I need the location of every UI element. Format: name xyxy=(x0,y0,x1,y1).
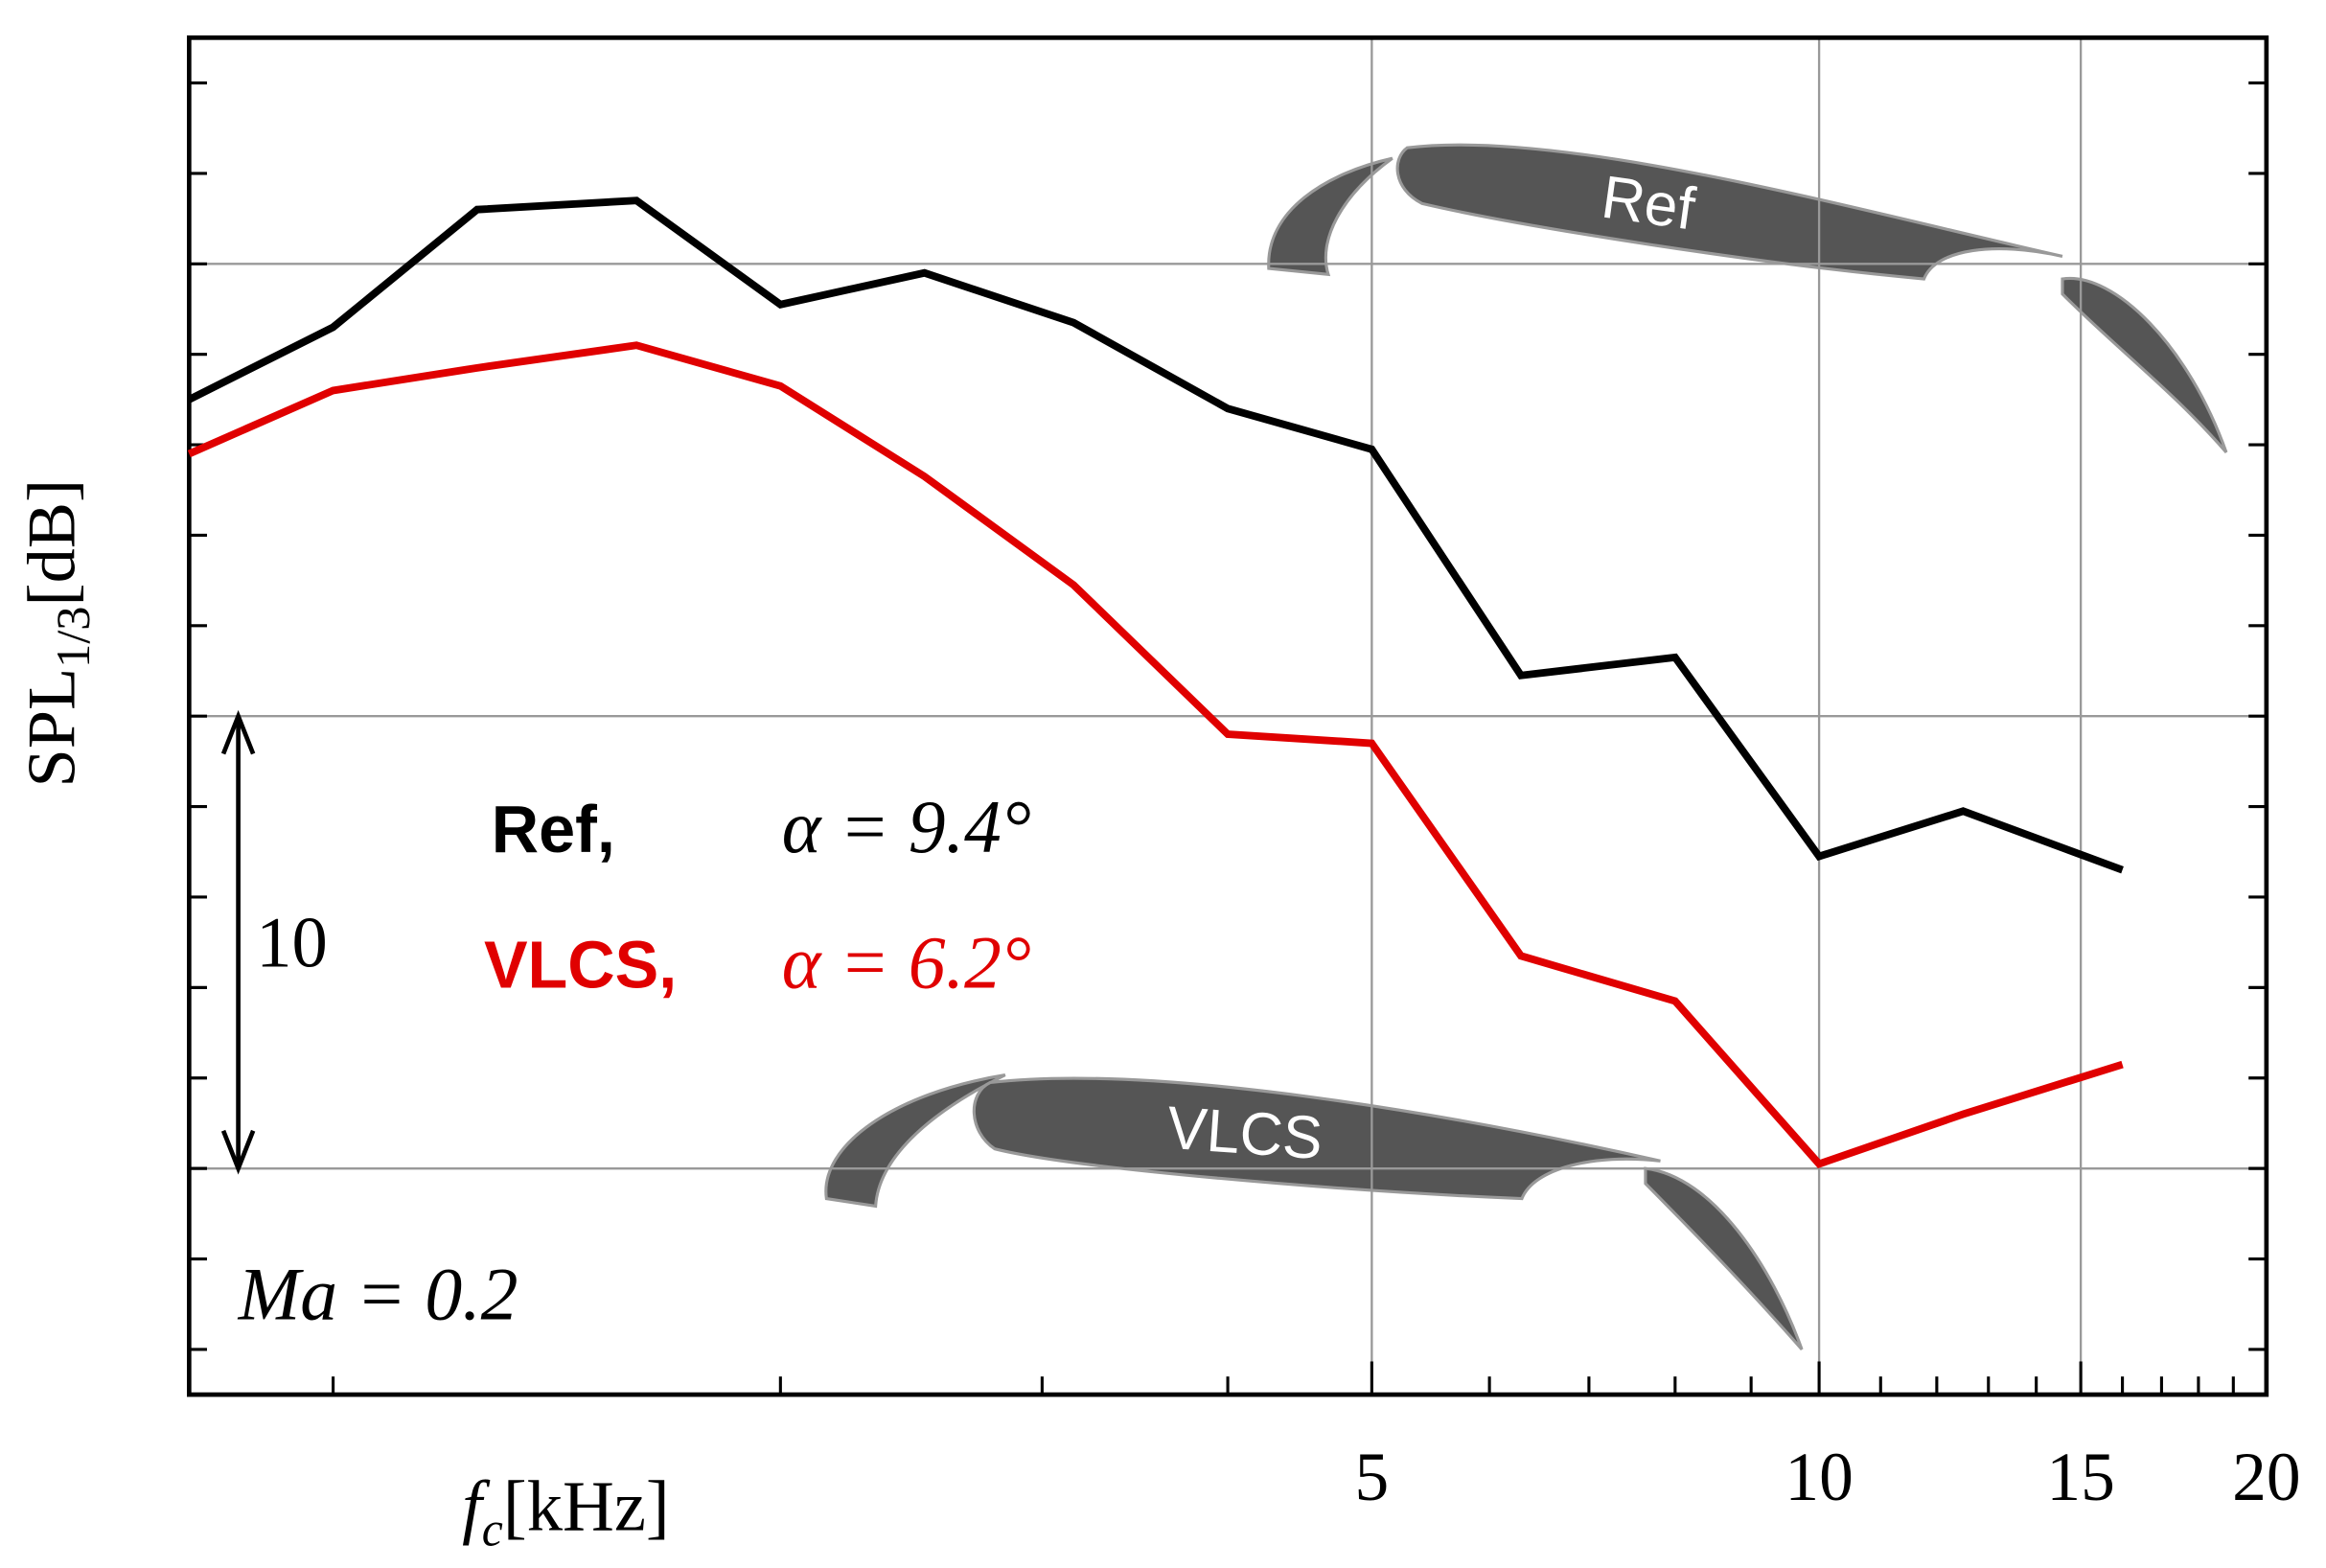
airfoil-label: VLCS xyxy=(1164,1094,1324,1172)
x-tick-label: 20 xyxy=(2232,1439,2300,1515)
axes: 5 10 15 20 10 xyxy=(186,35,2301,1515)
scale-arrow xyxy=(220,709,256,755)
airfoil-ref xyxy=(1267,143,2228,453)
scale-arrow xyxy=(220,1129,256,1175)
annotation: Ma = 0.2 xyxy=(238,1252,518,1336)
x-tick-label: 15 xyxy=(2046,1439,2114,1515)
legend-label: Ref, xyxy=(492,792,615,865)
legend-condition: α = 9.4° xyxy=(782,784,1031,868)
scale-bar-label: 10 xyxy=(256,903,328,983)
airfoil-label: Ref xyxy=(1598,163,1699,242)
y-label-unit: [dB] xyxy=(13,479,90,607)
legend-condition: α = 6.2° xyxy=(782,920,1031,1004)
x-label-unit: [kHz] xyxy=(503,1466,670,1547)
x-tick-label: 10 xyxy=(1785,1439,1853,1515)
legend-label: VLCS, xyxy=(484,928,677,1002)
x-axis-label: fc[kHz] xyxy=(462,1466,670,1556)
y-label-main: SPL xyxy=(13,668,90,788)
series-line xyxy=(187,341,2124,1168)
x-tick-label: 5 xyxy=(1354,1439,1389,1515)
x-label-sub: c xyxy=(482,1502,503,1556)
y-label-sub: 1/3 xyxy=(47,607,101,668)
plot-frame xyxy=(186,35,2269,1397)
series-line xyxy=(187,196,2124,874)
y-axis-label: SPL1/3[dB] xyxy=(13,479,100,788)
